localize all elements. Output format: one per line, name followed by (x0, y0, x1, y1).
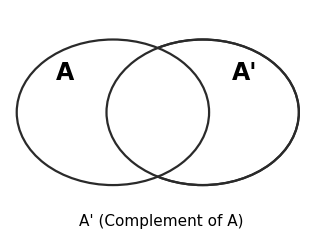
Circle shape (107, 40, 299, 185)
Text: A': A' (232, 61, 257, 85)
Text: A' (Complement of A): A' (Complement of A) (79, 214, 243, 229)
Text: A: A (56, 61, 74, 85)
Circle shape (17, 40, 209, 185)
